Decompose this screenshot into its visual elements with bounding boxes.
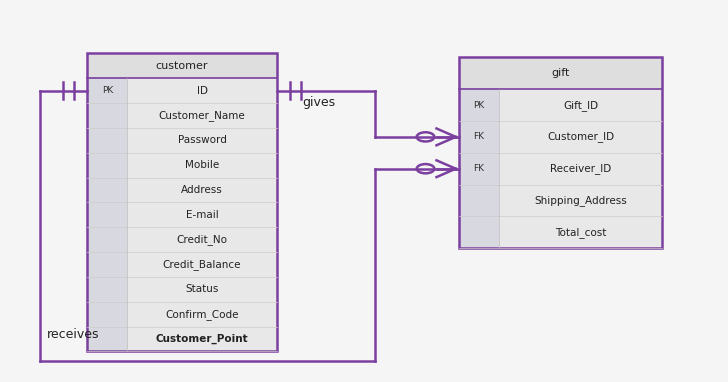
- Text: Customer_ID: Customer_ID: [547, 131, 614, 142]
- Text: gift: gift: [551, 68, 570, 78]
- Bar: [87, 53, 277, 351]
- Text: FK: FK: [473, 133, 484, 141]
- Bar: [459, 153, 499, 185]
- Bar: [87, 202, 127, 227]
- Text: Status: Status: [186, 284, 218, 295]
- Bar: [87, 78, 127, 103]
- Bar: [87, 252, 127, 277]
- Bar: [87, 128, 127, 153]
- Text: PK: PK: [102, 86, 113, 95]
- Text: Credit_Balance: Credit_Balance: [163, 259, 241, 270]
- Text: Credit_No: Credit_No: [176, 234, 228, 245]
- Text: E-mail: E-mail: [186, 210, 218, 220]
- Bar: [459, 217, 499, 248]
- Bar: [87, 178, 127, 202]
- Text: Shipping_Address: Shipping_Address: [534, 195, 627, 206]
- Bar: [87, 327, 127, 351]
- Text: ID: ID: [197, 86, 207, 96]
- Bar: [459, 121, 499, 153]
- Bar: [87, 153, 127, 178]
- Text: FK: FK: [473, 164, 484, 173]
- Text: Customer_Point: Customer_Point: [156, 334, 248, 344]
- Bar: [459, 57, 662, 248]
- Bar: [87, 103, 127, 128]
- Text: gives: gives: [302, 96, 335, 109]
- Text: PK: PK: [473, 100, 484, 110]
- Text: Password: Password: [178, 135, 226, 146]
- Bar: [459, 57, 662, 89]
- Text: receives: receives: [47, 328, 100, 341]
- Bar: [459, 57, 662, 248]
- Bar: [87, 53, 277, 351]
- Text: Customer_Name: Customer_Name: [159, 110, 245, 121]
- Bar: [87, 302, 127, 327]
- Text: Confirm_Code: Confirm_Code: [165, 309, 239, 320]
- Bar: [87, 227, 127, 252]
- Text: Address: Address: [181, 185, 223, 195]
- Bar: [459, 185, 499, 217]
- Bar: [87, 53, 277, 78]
- Text: Receiver_ID: Receiver_ID: [550, 163, 612, 174]
- Text: Total_cost: Total_cost: [555, 227, 606, 238]
- Text: Mobile: Mobile: [185, 160, 219, 170]
- Text: customer: customer: [156, 61, 208, 71]
- Bar: [87, 277, 127, 302]
- Text: Gift_ID: Gift_ID: [563, 100, 598, 110]
- Bar: [459, 89, 499, 121]
